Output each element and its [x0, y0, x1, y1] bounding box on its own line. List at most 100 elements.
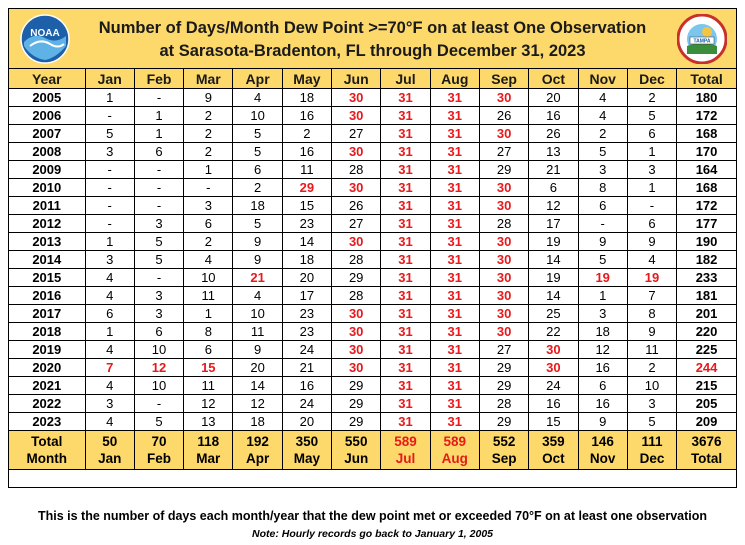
table-frame — [8, 8, 737, 488]
month-value-cell: 28 — [331, 286, 382, 305]
month-value-cell: 17 — [281, 286, 333, 305]
svg-text:TAMPA: TAMPA — [693, 39, 710, 45]
month-total-value: 3676 — [691, 434, 722, 449]
column-header-jan: Jan — [84, 68, 135, 89]
month-total-label: Total — [690, 451, 723, 466]
year-cell: 2014 — [8, 250, 86, 269]
year-cell: 2005 — [8, 88, 86, 107]
month-total-cell: 359 Oct — [528, 430, 579, 470]
month-total-label: Feb — [147, 451, 172, 466]
noaa-logo-icon: NOAA — [20, 14, 70, 64]
year-total-cell: 181 — [676, 286, 737, 305]
month-value-cell: 30 — [331, 322, 382, 341]
month-total-cell: 589 Aug — [429, 430, 480, 470]
month-total-cell: 3676 Total — [676, 430, 737, 470]
year-total-cell: 201 — [676, 304, 737, 323]
month-value-cell: 14 — [528, 286, 579, 305]
totals-label-cell: Total Month — [8, 430, 86, 470]
month-total-value: 70 — [151, 434, 167, 449]
year-cell: 2012 — [8, 214, 86, 233]
column-header-oct: Oct — [528, 68, 579, 89]
month-total-value: 350 — [295, 434, 319, 449]
year-total-cell: 244 — [676, 358, 737, 377]
table-row: 2011- -3 18 15 26 31 31 30 12 6-172 — [8, 196, 737, 215]
month-value-cell: 30 — [331, 232, 382, 251]
column-header-sep: Sep — [478, 68, 530, 89]
page-title-line-1: Number of Days/Month Dew Point >=70°F on… — [98, 19, 647, 37]
month-total-value: 111 — [641, 434, 663, 449]
column-header-year: Year — [8, 68, 86, 89]
month-value-cell: 1 — [626, 178, 678, 197]
month-value-cell: 18 — [232, 196, 283, 215]
month-value-cell: 20 — [281, 412, 333, 431]
month-total-label: Sep — [491, 451, 517, 466]
month-value-cell: 11 — [232, 322, 283, 341]
year-cell: 2013 — [8, 232, 86, 251]
month-total-value: 552 — [492, 434, 516, 449]
column-header-may: May — [281, 68, 333, 89]
month-value-cell: 23 — [281, 304, 333, 323]
table-row: 2006-1 2 10 16 30 31 31 26 16 4 5 172 — [8, 106, 737, 125]
month-value-cell: 16 — [528, 106, 579, 125]
month-value-cell: 19 — [528, 232, 579, 251]
title-banner: NOAA Number of Days/Month Dew Point >=70… — [8, 8, 737, 68]
month-total-value: 192 — [246, 434, 269, 449]
month-value-cell: 11 — [281, 160, 333, 179]
month-value-cell: 30 — [478, 178, 530, 197]
month-value-cell: 28 — [478, 214, 530, 233]
month-total-cell: 50 Jan — [84, 430, 135, 470]
year-total-cell: 220 — [676, 322, 737, 341]
month-total-label: May — [293, 451, 321, 466]
month-value-cell: 20 — [281, 268, 333, 287]
month-total-value: 50 — [102, 434, 118, 449]
month-value-cell: 18 — [577, 322, 628, 341]
month-total-label: Nov — [589, 451, 616, 466]
month-total-value: 589 — [443, 434, 467, 449]
page-title-line-2: at Sarasota-Bradenton, FL through Decemb… — [159, 42, 586, 60]
month-total-label: Dec — [639, 451, 665, 466]
month-value-cell: 27 — [478, 142, 530, 161]
year-cell: 2020 — [8, 358, 86, 377]
month-total-value: 118 — [197, 434, 220, 449]
month-total-cell: 146 Nov — [577, 430, 628, 470]
nws-tampa-bay-logo-icon: TAMPA — [677, 14, 727, 64]
month-total-cell: 192 Apr — [232, 430, 283, 470]
totals-label-line-2: Month — [26, 451, 68, 466]
svg-text:NOAA: NOAA — [30, 28, 59, 39]
month-total-label: Aug — [441, 451, 468, 466]
month-value-cell: 23 — [281, 322, 333, 341]
month-total-value: 589 — [394, 434, 417, 449]
year-total-cell: 177 — [676, 214, 737, 233]
year-total-cell: 172 — [676, 106, 737, 125]
month-value-cell: 12 — [577, 340, 628, 359]
month-value-cell: 11 — [626, 340, 678, 359]
month-total-value: 359 — [542, 434, 565, 449]
month-value-cell: 31 — [429, 160, 480, 179]
month-total-cell: 111 Dec — [626, 430, 678, 470]
month-value-cell: 28 — [331, 250, 382, 269]
month-value-cell: 15 — [281, 196, 333, 215]
month-total-value: 146 — [591, 434, 614, 449]
month-total-cell: 350 May — [281, 430, 333, 470]
month-total-label: Jul — [395, 451, 416, 466]
table-header-row: Year Jan Feb Mar Apr May Jun Jul Aug Sep Oct Nov Dec… — [8, 68, 737, 89]
table-row: 2010- - -2 29 30 31 31 30 6 8 1 168 — [8, 178, 737, 197]
month-value-cell: 30 — [331, 88, 382, 107]
table-row: 2009- -1 6 11 28 31 31 29 21 3 3 164 — [8, 160, 737, 179]
column-header-aug: Aug — [429, 68, 480, 89]
month-total-label: Mar — [196, 451, 221, 466]
month-value-cell: 31 — [429, 358, 480, 377]
column-header-dec: Dec — [626, 68, 678, 89]
totals-label-line-1: Total — [31, 434, 63, 449]
month-total-label: Apr — [245, 451, 270, 466]
month-total-cell: 550 Jun — [331, 430, 382, 470]
month-value-cell: 29 — [478, 358, 530, 377]
month-value-cell: 18 — [281, 250, 333, 269]
month-value-cell: 30 — [478, 124, 530, 143]
month-total-cell: 589 Jul — [380, 430, 431, 470]
month-value-cell: 20 — [232, 358, 283, 377]
month-total-value: 550 — [344, 434, 368, 449]
month-value-cell: 24 — [281, 340, 333, 359]
month-value-cell: 13 — [528, 142, 579, 161]
year-total-cell: 205 — [676, 394, 737, 413]
